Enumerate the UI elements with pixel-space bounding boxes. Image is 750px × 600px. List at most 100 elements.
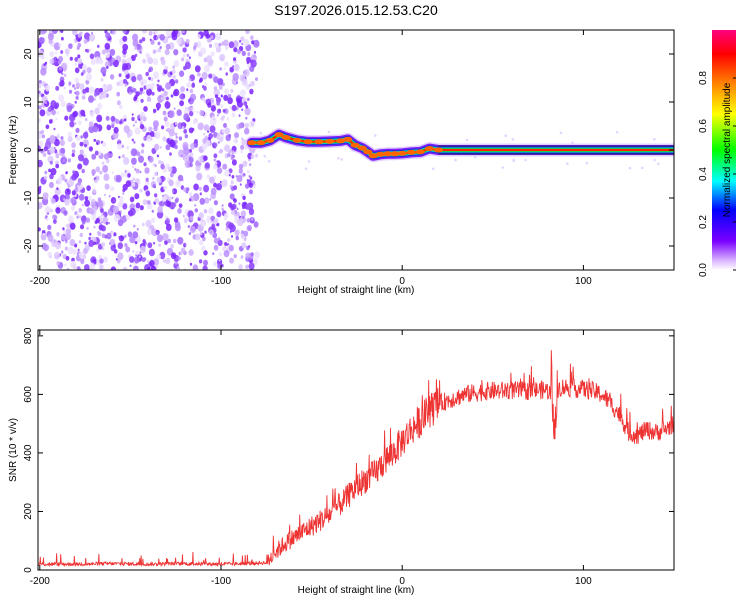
noise-speck [217, 78, 224, 86]
noise-speck [133, 141, 136, 144]
noise-speck [113, 214, 121, 222]
noise-speck [227, 97, 233, 105]
noise-speck [65, 255, 70, 261]
noise-speck [230, 235, 234, 238]
noise-speck [220, 56, 224, 62]
noise-speck [194, 208, 198, 213]
noise-speck [91, 153, 97, 160]
x-tick-label: 0 [399, 576, 405, 587]
noise-speck [60, 147, 66, 154]
noise-speck [245, 116, 248, 120]
noise-speck [75, 95, 79, 100]
noise-speck [109, 238, 116, 246]
noise-speck [188, 149, 192, 153]
noise-speck [153, 58, 159, 65]
noise-speck [170, 244, 174, 249]
noise-speck [72, 248, 77, 255]
noise-speck [74, 91, 77, 95]
noise-speck [38, 186, 42, 191]
trace-layer [245, 128, 674, 163]
noise-speck [229, 66, 234, 73]
noise-speck [218, 84, 223, 90]
noise-speck [97, 103, 103, 110]
noise-speck [203, 250, 208, 256]
noise-speck [228, 173, 231, 177]
noise-speck [340, 158, 344, 161]
noise-speck [193, 45, 197, 50]
noise-speck [142, 199, 148, 206]
noise-speck [208, 43, 213, 48]
noise-speck [233, 209, 238, 214]
noise-speck [501, 166, 505, 169]
noise-speck [87, 195, 92, 201]
noise-speck [238, 163, 244, 170]
noise-speck [169, 152, 172, 156]
noise-speck [78, 215, 82, 219]
colorbar-swatch [712, 30, 736, 270]
noise-speck [239, 74, 246, 82]
noise-speck [250, 54, 257, 62]
noise-speck [139, 245, 146, 254]
noise-speck [524, 158, 527, 162]
noise-speck [216, 114, 219, 117]
noise-speck [225, 72, 228, 76]
noise-speck [48, 181, 54, 189]
noise-speck [103, 153, 109, 160]
noise-speck [110, 266, 117, 270]
noise-speck [249, 189, 253, 195]
noise-speck [210, 51, 215, 57]
noise-speck [141, 222, 145, 227]
noise-speck [152, 176, 155, 180]
x-tick-label: -100 [211, 576, 231, 587]
noise-speck [69, 239, 76, 247]
noise-speck [198, 79, 202, 83]
noise-speck [170, 252, 177, 260]
noise-speck [113, 199, 116, 202]
noise-speck [182, 214, 185, 218]
noise-speck [153, 242, 156, 245]
noise-speck [110, 115, 116, 122]
noise-speck [115, 258, 118, 261]
noise-speck [41, 242, 48, 250]
noise-speck [96, 114, 103, 123]
noise-speck [131, 113, 134, 116]
noise-speck [118, 104, 123, 110]
noise-speck [116, 91, 121, 97]
noise-speck [203, 184, 210, 193]
noise-speck [206, 55, 213, 63]
noise-speck [164, 49, 170, 56]
noise-speck [125, 246, 131, 253]
noise-speck [97, 200, 104, 208]
noise-speck [255, 77, 258, 81]
noise-speck [85, 217, 91, 223]
colorbar-tick-label: 0.0 [698, 263, 709, 277]
noise-speck [242, 216, 245, 219]
noise-speck [217, 263, 222, 269]
noise-speck [176, 109, 182, 116]
noise-speck [240, 36, 245, 42]
trace-peak [433, 147, 443, 153]
noise-speck [122, 30, 127, 34]
noise-speck [82, 248, 88, 255]
noise-speck [104, 42, 111, 50]
noise-speck [125, 214, 131, 221]
noise-speck [628, 166, 632, 170]
noise-speck [38, 90, 41, 94]
noise-speck [213, 88, 220, 97]
noise-speck [51, 30, 58, 34]
noise-speck [160, 96, 164, 101]
noise-speck [117, 219, 124, 227]
noise-speck [155, 36, 159, 40]
noise-speck [144, 167, 150, 174]
noise-speck [143, 162, 147, 167]
x-tick-label: 100 [575, 576, 592, 587]
x-tick-label: 0 [399, 276, 405, 287]
noise-speck [46, 217, 49, 222]
noise-speck [88, 121, 94, 128]
noise-speck [204, 197, 210, 204]
noise-speck [244, 127, 250, 135]
noise-speck [70, 197, 76, 204]
noise-speck [119, 120, 123, 125]
noise-speck [131, 116, 135, 122]
noise-speck [242, 206, 245, 210]
